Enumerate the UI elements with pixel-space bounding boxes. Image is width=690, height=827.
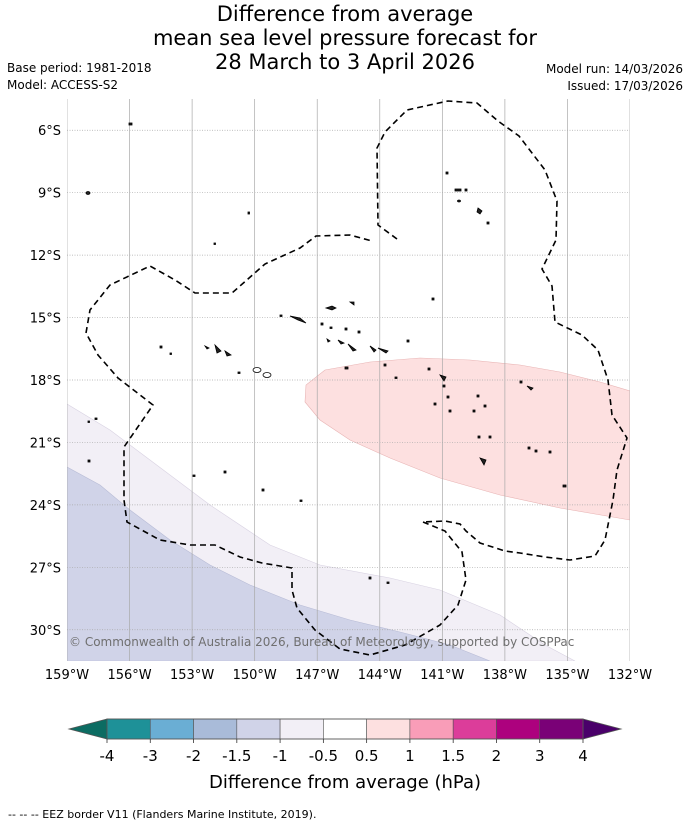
- longitude-label: 144°W: [358, 668, 402, 683]
- map-area: © Commonwealth of Australia 2026, Bureau…: [67, 99, 630, 661]
- latitude-label: 30°S: [30, 624, 61, 639]
- latitude-label: 9°S: [38, 187, 61, 202]
- latitude-label: 6°S: [38, 124, 61, 139]
- title-line-1: Difference from average: [216, 2, 474, 26]
- colorbar-tick-label: 1.5: [441, 747, 465, 765]
- colorbar-tick-label: -4: [100, 747, 115, 765]
- title-line-3: 28 March to 3 April 2026: [215, 50, 475, 74]
- latitude-label: 18°S: [30, 374, 61, 389]
- colorbar-tick-label: -1.5: [222, 747, 251, 765]
- latitude-label: 24°S: [30, 499, 61, 514]
- issued-text: Issued: 17/03/2026: [567, 79, 683, 93]
- longitude-label: 147°W: [295, 668, 339, 683]
- colorbar-tick-label: 3: [535, 747, 545, 765]
- colorbar-tick-label: 2: [492, 747, 502, 765]
- colorbar-under-triangle: [67, 718, 108, 740]
- colorbar-segment: [366, 718, 411, 740]
- meta-left: Base period: 1981-2018 Model: ACCESS-S2: [7, 60, 152, 94]
- model-run-text: Model run: 14/03/2026: [545, 62, 683, 76]
- colorbar-segment: [539, 718, 584, 740]
- longitude-label: 141°W: [420, 668, 464, 683]
- latitude-labels: 6°S 9°S 12°S 15°S 18°S 21°S 24°S 27°S 30°S: [30, 124, 61, 639]
- negative-anomaly-region-moderate: [67, 466, 491, 661]
- longitude-label: 159°W: [45, 668, 89, 683]
- colorbar-frame: [106, 718, 584, 740]
- colorbar-segment: [323, 718, 367, 740]
- chart-title: Difference from average mean sea level p…: [0, 2, 690, 74]
- colorbar-over-triangle: [582, 718, 623, 740]
- meta-right: Model run: 14/03/2026 Issued: 17/03/2026: [546, 61, 683, 95]
- eez-border-main: [376, 100, 628, 561]
- island-outlines: [85, 122, 567, 584]
- positive-anomaly-region: [304, 357, 630, 521]
- latitude-label: 21°S: [30, 436, 61, 451]
- eez-borders: [85, 100, 628, 656]
- colorbar: -4 -3 -2 -1.5 -1 -0.5 0.5 1 1.5 2 3 4 Difference fr…: [67, 718, 623, 793]
- longitude-label: 132°W: [608, 668, 652, 683]
- colorbar-tick-label: 1: [405, 747, 415, 765]
- colorbar-segment: [452, 718, 497, 740]
- base-period-text: Base period: 1981-2018: [7, 61, 152, 75]
- colorbar-tick-label: 0.5: [355, 747, 379, 765]
- colorbar-segment: [496, 718, 541, 740]
- colorbar-segment: [279, 718, 324, 740]
- colorbar-segment: [106, 718, 151, 740]
- longitude-label: 156°W: [107, 668, 151, 683]
- colorbar-tick-label: -2: [186, 747, 201, 765]
- colorbar-label: Difference from average (hPa): [209, 772, 481, 793]
- colorbar-segment: [149, 718, 194, 740]
- longitude-label: 153°W: [170, 668, 214, 683]
- title-line-2: mean sea level pressure forecast for: [152, 26, 538, 50]
- colorbar-segment: [409, 718, 454, 740]
- graticule: [67, 99, 630, 661]
- colorbar-tick-label: -3: [143, 747, 158, 765]
- longitude-label: 138°W: [483, 668, 527, 683]
- colorbar-tick-label: 4: [578, 747, 588, 765]
- colorbar-segment: [236, 718, 281, 740]
- longitude-labels: 159°W 156°W 153°W 150°W 147°W 144°W 141°W 138°W…: [45, 668, 652, 683]
- latitude-label: 12°S: [30, 249, 61, 264]
- colorbar-tick-label: -0.5: [309, 747, 338, 765]
- colorbar-tick-label: -1: [273, 747, 288, 765]
- copyright-text: © Commonwealth of Australia 2026, Bureau…: [69, 635, 574, 649]
- latitude-label: 27°S: [30, 561, 61, 576]
- colorbar-segment: [193, 718, 238, 740]
- latitude-label: 15°S: [30, 312, 61, 327]
- model-text: Model: ACCESS-S2: [7, 78, 119, 92]
- eez-border-lower-right: [85, 234, 467, 656]
- longitude-label: 150°W: [233, 668, 277, 683]
- longitude-label: 135°W: [545, 668, 589, 683]
- eez-legend-note: -- -- -- EEZ border V11 (Flanders Marine…: [8, 808, 317, 821]
